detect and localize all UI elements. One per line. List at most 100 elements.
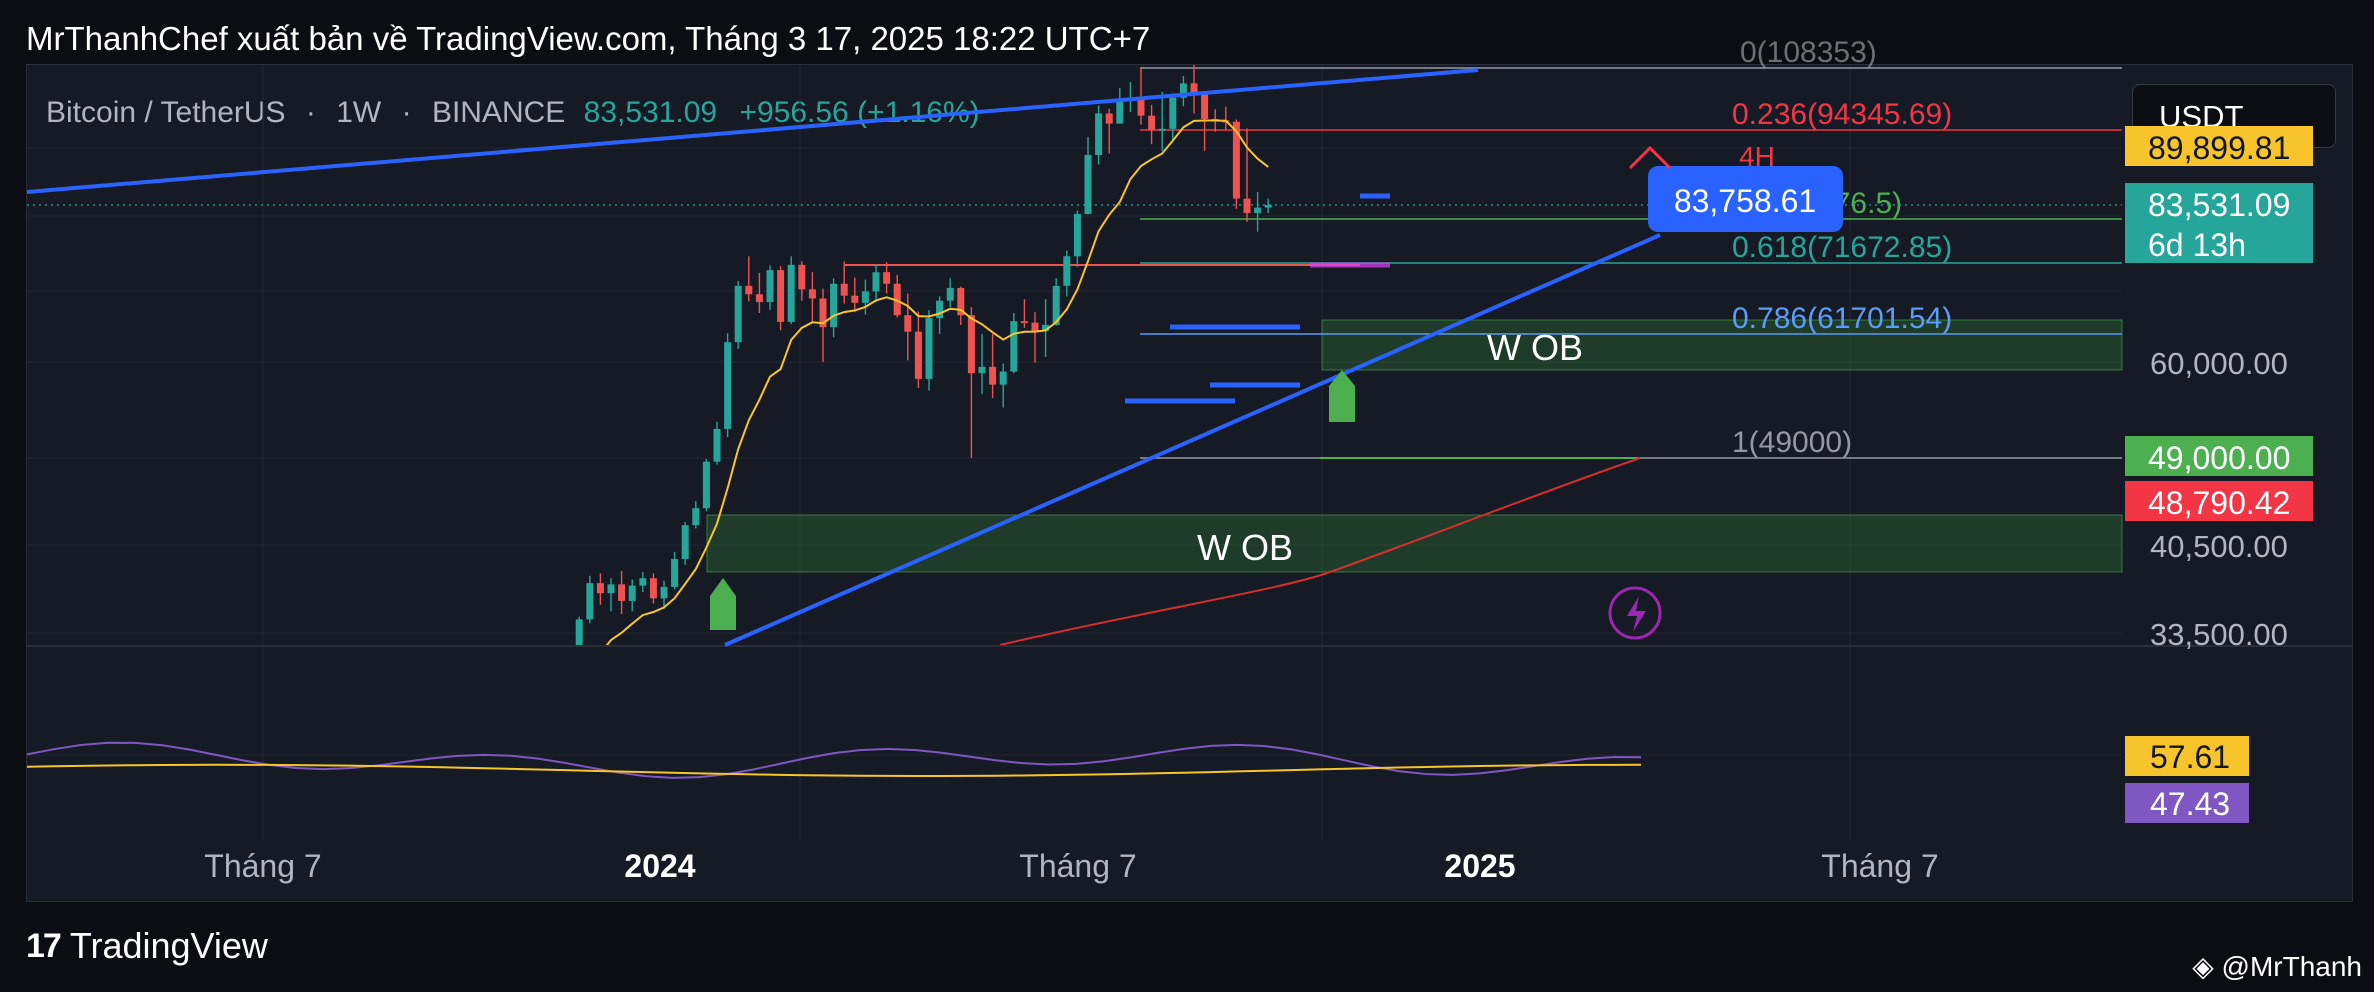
buy-marker-icon	[710, 578, 736, 630]
candle-body	[671, 558, 679, 587]
candle-body	[1232, 121, 1240, 199]
separator: ·	[401, 96, 412, 129]
fib-level-label: 0(108353)	[1740, 36, 1877, 69]
tradingview-mark-icon: 17	[26, 926, 62, 965]
candle-body	[830, 283, 838, 328]
ma-slow-line	[999, 457, 1641, 645]
candle-body	[1073, 213, 1081, 257]
candle-body	[1158, 128, 1166, 131]
candle-body	[1254, 207, 1262, 214]
candle-body	[989, 366, 997, 385]
price-tag	[2125, 126, 2313, 166]
candle-body	[914, 331, 922, 379]
candle-body	[872, 272, 880, 292]
rsi-tag	[2125, 783, 2249, 823]
lower-trend-line	[724, 233, 1661, 647]
author-handle[interactable]: ◈ @MrThanh	[2192, 950, 2362, 983]
y-axis-tick: 33,500.00	[2150, 617, 2288, 652]
price-tag-label: 6d 13h	[2148, 227, 2246, 263]
candle-body	[1031, 322, 1039, 331]
candle-body	[724, 342, 732, 429]
candle-body	[1264, 205, 1272, 208]
candle-body	[1010, 321, 1018, 372]
candle-body	[978, 366, 986, 374]
last-price: 83,531.09	[583, 96, 718, 129]
candle-body	[1084, 154, 1092, 214]
x-axis-tick: 2025	[1444, 848, 1515, 884]
candle-body	[999, 371, 1007, 385]
candle-body	[681, 525, 689, 559]
rsi-value: 47.43	[2150, 786, 2230, 822]
candle-body	[523, 708, 530, 735]
candle-body	[692, 508, 700, 526]
price-tag	[2125, 481, 2313, 521]
candle-body	[851, 295, 859, 303]
candle-body	[1243, 198, 1251, 214]
fib-level-label: 0.618(71672.85)	[1732, 231, 1952, 264]
interval-label: 1W	[336, 96, 382, 129]
candle-body	[904, 315, 912, 332]
price-tag-label: 83,531.09	[2148, 187, 2290, 223]
x-axis-tick: Tháng 7	[1821, 848, 1938, 884]
price-tag-label: 49,000.00	[2148, 440, 2290, 476]
candle-body	[702, 461, 710, 509]
buy-marker-icon	[1329, 370, 1355, 422]
candle-body	[1095, 113, 1103, 155]
candle-body	[925, 318, 933, 379]
fib-level-label: 0.786(61701.54)	[1732, 302, 1952, 335]
price-tag	[2125, 436, 2313, 476]
candle-body	[565, 657, 572, 681]
candle-body	[1042, 324, 1050, 331]
candle-body	[766, 270, 774, 303]
candle-body	[533, 708, 540, 713]
binance-diamond-icon: ◈	[2192, 951, 2214, 982]
x-axis-tick: 2024	[624, 848, 695, 884]
candle-body	[1137, 97, 1145, 116]
x-axis-tick: Tháng 7	[204, 848, 321, 884]
candle-body	[755, 294, 763, 303]
candle-body	[575, 619, 583, 645]
candle-body	[1020, 321, 1028, 324]
ob-label: W OB	[1197, 527, 1293, 568]
order-block-zone-upper	[1321, 319, 2123, 371]
candle-body	[1116, 99, 1124, 124]
candle-body	[1105, 113, 1113, 124]
candle-body	[745, 285, 753, 295]
arrow-up-icon	[1628, 145, 1672, 170]
candle-body	[808, 289, 816, 299]
candle-body	[883, 272, 891, 284]
candle-body	[787, 264, 795, 322]
candle-body	[777, 270, 785, 322]
candle-body	[946, 287, 954, 301]
tradingview-logo: 17 TradingView	[26, 925, 268, 967]
lightning-bolt-icon	[1627, 596, 1646, 632]
order-block-zone-lower	[706, 514, 2123, 573]
candle-body	[713, 428, 721, 462]
brand-name: TradingView	[69, 925, 268, 966]
candle-body	[596, 583, 604, 594]
candle-body	[1148, 115, 1156, 130]
candles-group	[512, 65, 1641, 753]
candle-body	[798, 264, 806, 290]
rsi-ma-line	[27, 763, 1642, 777]
candle-body	[586, 583, 594, 620]
candle-body	[840, 283, 848, 296]
ob-label: W OB	[1487, 327, 1583, 368]
candle-body	[660, 586, 668, 599]
candle-body	[967, 315, 975, 374]
price-tag	[2125, 223, 2313, 263]
chart-panel[interactable]	[26, 64, 2353, 902]
upper-trend-line	[26, 68, 1479, 194]
candle-body	[512, 735, 519, 753]
publish-header: MrThanhChef xuất bản về TradingView.com,…	[26, 20, 1151, 57]
candle-body	[734, 285, 742, 343]
price-tag	[2125, 183, 2313, 223]
candle-body	[957, 287, 965, 316]
fib-level-label: 0.236(94345.69)	[1732, 98, 1952, 131]
ema-line	[605, 119, 1269, 645]
cursor-price-tag	[1648, 166, 1843, 232]
candle-body	[1201, 92, 1209, 119]
rsi-group	[27, 741, 1642, 779]
candle-body	[649, 578, 657, 599]
